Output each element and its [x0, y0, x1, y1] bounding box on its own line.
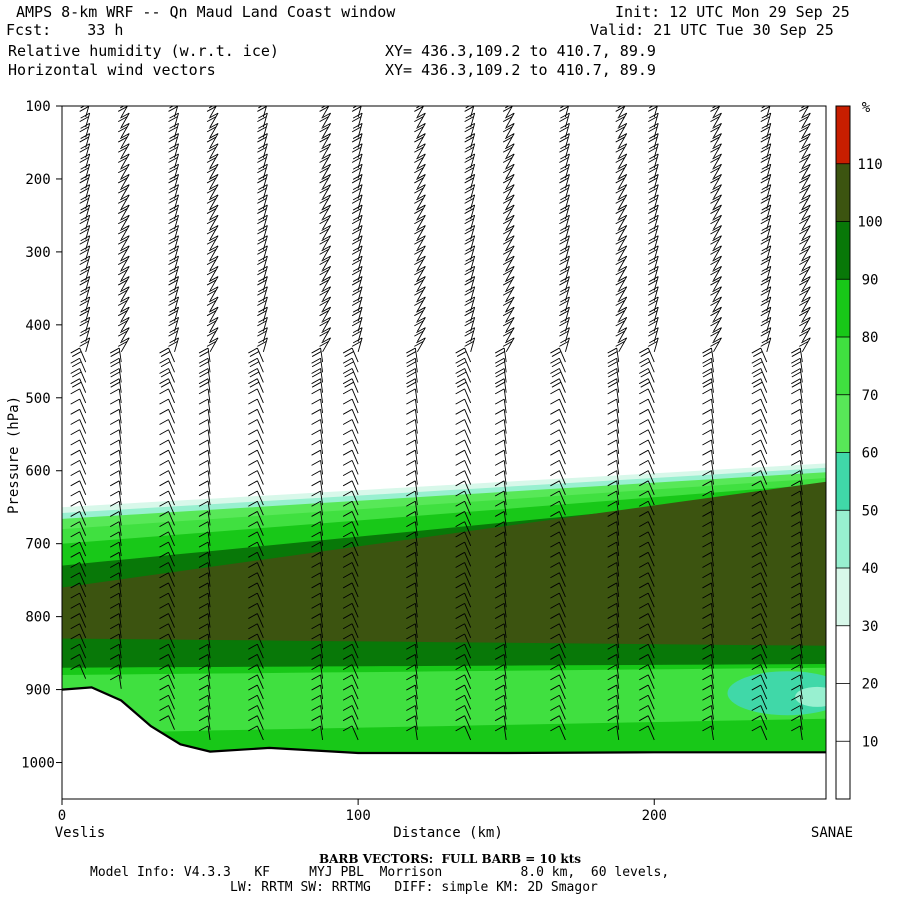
colorbar-label: 10	[862, 734, 879, 750]
header-cross-section-coords: XY= 436.3,109.2 to 410.7, 89.9	[385, 42, 656, 60]
barb-column	[159, 106, 179, 730]
x-end-label: SANAE	[811, 825, 853, 841]
wind-barbs	[70, 106, 811, 741]
colorbar-unit: %	[862, 100, 871, 116]
barb-column	[342, 106, 363, 741]
y-tick-label: 500	[25, 391, 50, 407]
x-tick-label: 0	[58, 808, 66, 824]
y-tick-label: 800	[25, 610, 50, 626]
colorbar-label: 60	[862, 446, 879, 462]
barb-column	[70, 106, 91, 679]
barb-column	[607, 106, 628, 740]
terrain-line	[62, 686, 826, 755]
x-axis-label: Distance (km)	[393, 825, 503, 841]
colorbar-bin	[836, 221, 850, 280]
y-axis-label: Pressure (hPa)	[6, 396, 22, 514]
colorbar-label: 80	[862, 330, 879, 346]
colorbar-bin	[836, 163, 850, 222]
barb-column	[406, 106, 426, 740]
header-valid-time: Valid: 21 UTC Tue 30 Sep 25	[590, 21, 834, 39]
y-tick-label: 900	[25, 683, 50, 699]
colorbar-label: 50	[862, 503, 879, 519]
barb-column	[455, 106, 476, 741]
colorbar-bin	[836, 279, 850, 337]
colorbar-bin	[836, 510, 850, 568]
y-tick-label: 1000	[21, 756, 55, 772]
rh-pocket-40	[795, 686, 826, 707]
rh-pocket-50	[727, 671, 826, 716]
colorbar-bin	[836, 337, 850, 395]
barb-column	[311, 106, 331, 740]
barb-column	[639, 106, 659, 741]
barb-column	[494, 106, 515, 740]
barb-column	[248, 106, 268, 741]
header-vector-field-name: Horizontal wind vectors	[8, 61, 216, 79]
x-start-label: Veslis	[55, 825, 106, 841]
barb-column	[198, 106, 219, 740]
rh-band-100	[62, 481, 826, 646]
header-field-name: Relative humidity (w.r.t. ice)	[8, 42, 279, 60]
colorbar: 10 20 30 40 50 60 70 80 90 100 110%	[835, 100, 883, 800]
model-info-line: Model Info: V4.3.3 KF MYJ PBL Morrison 8…	[90, 865, 670, 880]
y-tick-label: 600	[25, 464, 50, 480]
barb-column	[702, 106, 722, 740]
colorbar-bin	[836, 452, 850, 511]
humidity-field	[62, 463, 826, 763]
colorbar-bin	[836, 568, 850, 626]
barb-column	[110, 106, 130, 689]
colorbar-bin	[836, 625, 850, 684]
header-vector-coords: XY= 436.3,109.2 to 410.7, 89.9	[385, 61, 656, 79]
axes: 100 200 300 400 500 600 700 800 900 1000 0 100 200	[21, 99, 667, 824]
colorbar-label: 100	[857, 215, 882, 231]
colorbar-bin	[836, 683, 850, 742]
colorbar-label: 90	[862, 272, 879, 288]
colorbar-label: 20	[862, 677, 879, 693]
colorbar-bin	[836, 106, 850, 164]
header-model-title: AMPS 8-km WRF -- Qn Maud Land Coast wind…	[16, 3, 396, 21]
terrain	[62, 686, 826, 799]
y-tick-label: 100	[25, 99, 50, 115]
barb-column	[550, 106, 570, 741]
barb-column	[751, 106, 772, 741]
barb-legend-note: BARB VECTORS: FULL BARB = 10 kts	[318, 852, 582, 866]
physics-info-line: LW: RRTM SW: RRTMG DIFF: simple KM: 2D S…	[230, 880, 598, 895]
y-tick-label: 400	[25, 318, 50, 334]
y-tick-label: 200	[25, 172, 50, 188]
colorbar-label: 30	[862, 619, 879, 635]
colorbar-label: 70	[862, 388, 879, 404]
y-tick-label: 700	[25, 537, 50, 553]
barb-column	[791, 106, 811, 740]
terrain-fill	[62, 687, 826, 799]
header-init-time: Init: 12 UTC Mon 29 Sep 25	[615, 3, 850, 21]
rh-band-lower-70	[62, 667, 826, 734]
colorbar-label: 110	[857, 157, 882, 173]
x-tick-label: 100	[345, 808, 370, 824]
colorbar-label: 40	[862, 561, 879, 577]
header-forecast-hour: Fcst: 33 h	[6, 21, 124, 39]
plot-frame	[61, 105, 827, 800]
x-tick-label: 200	[642, 808, 667, 824]
colorbar-bin	[836, 741, 850, 799]
y-tick-label: 300	[25, 245, 50, 261]
colorbar-bin	[836, 394, 850, 453]
